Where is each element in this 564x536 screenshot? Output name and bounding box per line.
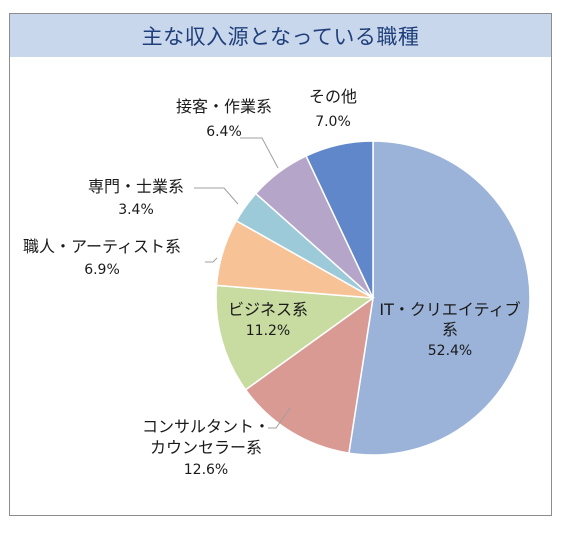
slice-percent-label: 12.6% bbox=[184, 462, 228, 478]
slice-label: 系 bbox=[442, 320, 458, 339]
slice-label: 職人・アーティスト系 bbox=[23, 237, 181, 256]
slice-percent-label: 11.2% bbox=[246, 323, 290, 339]
slice-percent-label: 7.0% bbox=[315, 114, 351, 130]
slice-percent-label: 6.9% bbox=[84, 262, 120, 278]
slice-label: ビジネス系 bbox=[228, 300, 308, 319]
slice-label: 接客・作業系 bbox=[176, 97, 272, 116]
slice-percent-label: 6.4% bbox=[206, 124, 242, 140]
pie-slice bbox=[244, 296, 375, 454]
pie-slice bbox=[215, 284, 376, 391]
slice-label: コンサルタント・ bbox=[142, 417, 270, 436]
slice-percent-label: 3.4% bbox=[118, 202, 154, 218]
leader-line bbox=[268, 407, 291, 429]
slice-label: その他 bbox=[309, 87, 357, 106]
leader-line bbox=[240, 137, 279, 169]
slice-percent-label: 52.4% bbox=[428, 343, 472, 359]
leader-line bbox=[205, 257, 218, 263]
leader-line bbox=[194, 187, 239, 205]
slice-label: カウンセラー系 bbox=[150, 438, 262, 457]
pie-slice bbox=[348, 140, 531, 456]
slice-label: IT・クリエイティブ bbox=[379, 300, 520, 319]
chart-title: 主な収入源となっている職種 bbox=[10, 14, 551, 57]
slice-label: 専門・士業系 bbox=[88, 177, 184, 196]
pie-slice bbox=[305, 140, 374, 299]
